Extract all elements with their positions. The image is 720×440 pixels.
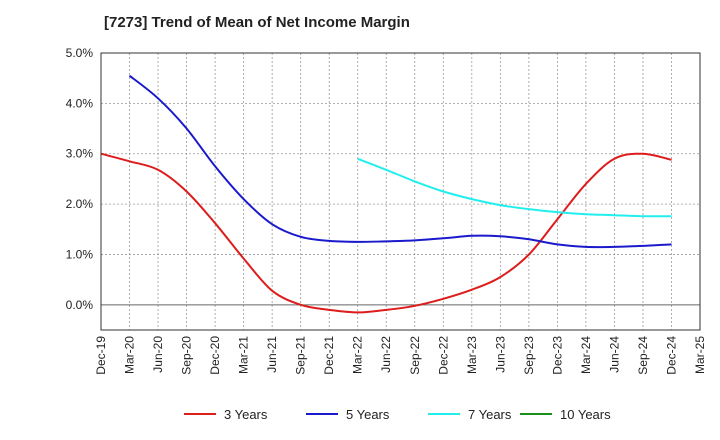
series-line-5-years	[128, 74, 672, 249]
x-tick-label: Jun-20	[151, 336, 165, 373]
x-tick-label: Sep-21	[294, 336, 308, 375]
y-tick-label: 4.0%	[66, 96, 94, 110]
x-tick-label: Dec-19	[94, 336, 108, 375]
x-tick-label: Mar-21	[237, 336, 251, 374]
x-tick-label: Dec-23	[550, 336, 564, 375]
x-tick-label: Jun-24	[607, 336, 621, 373]
x-tick-label: Dec-22	[436, 336, 450, 375]
y-tick-label: 5.0%	[66, 46, 94, 60]
y-axis-tick-labels: 5.0% 4.0% 3.0% 2.0% 1.0% 0.0%	[66, 46, 94, 312]
legend-label-3-years: 3 Years	[224, 407, 268, 422]
y-tick-label: 2.0%	[66, 197, 94, 211]
x-tick-label: Jun-23	[493, 336, 507, 373]
y-tick-label: 0.0%	[66, 298, 94, 312]
x-tick-label: Sep-24	[636, 336, 650, 375]
x-tick-label: Dec-20	[208, 336, 222, 375]
legend-label-7-years: 7 Years	[468, 407, 512, 422]
legend-label-5-years: 5 Years	[346, 407, 390, 422]
x-tick-label: Mar-25	[693, 336, 707, 374]
legend-label-10-years: 10 Years	[560, 407, 611, 422]
x-tick-label: Dec-24	[664, 336, 678, 375]
x-tick-label: Sep-23	[522, 336, 536, 375]
x-tick-label: Mar-24	[579, 336, 593, 374]
x-tick-label: Jun-21	[265, 336, 279, 373]
x-tick-label: Jun-22	[379, 336, 393, 373]
y-tick-label: 1.0%	[66, 247, 94, 261]
legend: 3 Years 5 Years 7 Years 10 Years	[184, 407, 611, 422]
x-tick-label: Mar-23	[465, 336, 479, 374]
x-tick-label: Mar-22	[351, 336, 365, 374]
series-line-7-years	[357, 157, 672, 218]
x-tick-label: Sep-20	[180, 336, 194, 375]
x-tick-label: Mar-20	[123, 336, 137, 374]
series-lines	[100, 74, 672, 314]
chart-title: [7273] Trend of Mean of Net Income Margi…	[104, 14, 410, 31]
x-axis-tick-labels: Dec-19 Mar-20 Jun-20 Sep-20 Dec-20 Mar-21 Jun-…	[94, 336, 707, 375]
series-line-3-years	[100, 152, 672, 314]
plot-area-frame	[100, 52, 701, 331]
grid-lines	[100, 52, 701, 330]
y-tick-label: 3.0%	[66, 147, 94, 161]
x-tick-label: Dec-21	[322, 336, 336, 375]
x-tick-label: Sep-22	[408, 336, 422, 375]
